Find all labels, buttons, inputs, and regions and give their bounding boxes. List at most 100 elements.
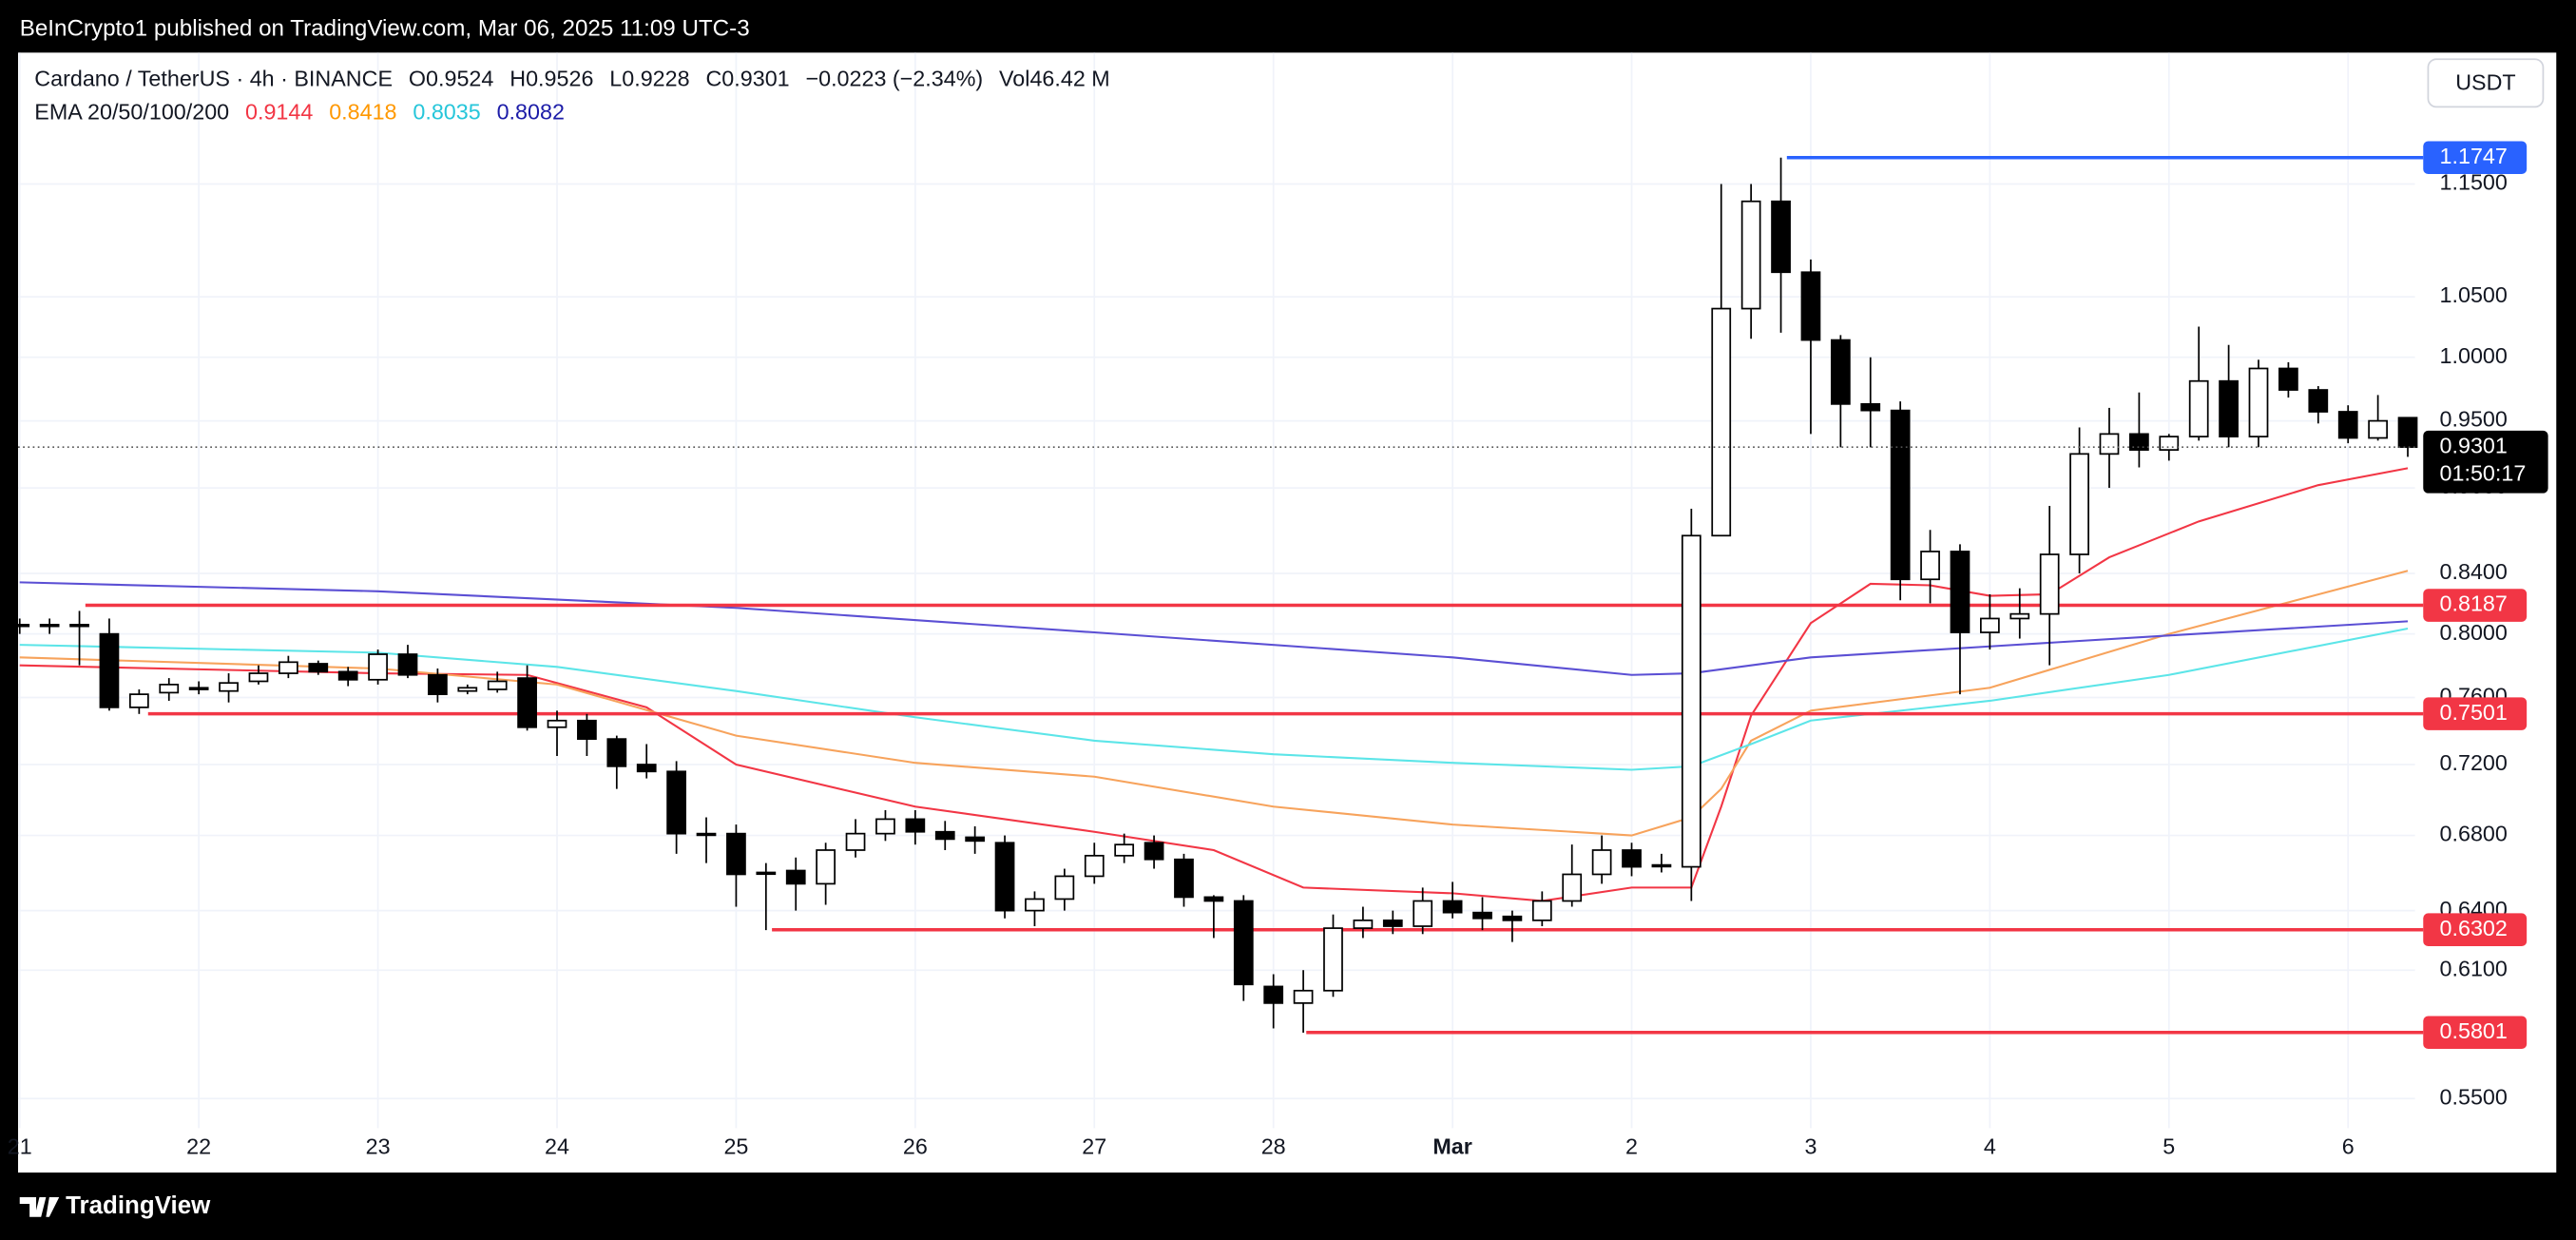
brand-logo: TradingView xyxy=(19,1192,211,1219)
candle-body xyxy=(1800,271,1821,341)
candle-body xyxy=(1830,339,1851,405)
candle-body xyxy=(487,680,508,690)
candle-body xyxy=(1711,307,1732,537)
candle-body xyxy=(696,832,717,837)
candle-body xyxy=(1114,843,1135,857)
level-label-bg xyxy=(2423,589,2528,622)
y-tick-label: 0.5500 xyxy=(2440,1084,2508,1109)
ema-label: EMA 20/50/100/200 xyxy=(34,99,229,124)
candle-body xyxy=(875,818,895,835)
candle-body xyxy=(726,832,746,876)
candle-body xyxy=(1890,409,1911,581)
candle-body xyxy=(905,818,926,833)
legend-ema: EMA 20/50/100/200 0.9144 0.8418 0.8035 0… xyxy=(34,99,565,124)
level-label-bg xyxy=(2423,141,2528,175)
candle-body xyxy=(337,670,358,681)
candle-body xyxy=(785,869,806,885)
candle-body xyxy=(1740,200,1761,310)
candle-body xyxy=(965,836,986,843)
y-tick-label: 0.9500 xyxy=(2440,407,2508,432)
level-label: 0.8187 xyxy=(2440,591,2508,616)
level-label: 1.1747 xyxy=(2440,144,2508,168)
candle-body xyxy=(1980,617,2000,633)
candle-body xyxy=(816,849,836,885)
x-tick-label: 4 xyxy=(1984,1133,1996,1158)
candle-body xyxy=(99,632,120,708)
candle-body xyxy=(368,653,388,681)
candle-body xyxy=(1442,900,1463,914)
candle-body xyxy=(428,673,448,695)
x-tick-label: 27 xyxy=(1082,1133,1106,1158)
candle-body xyxy=(606,738,627,767)
candle-body xyxy=(1054,875,1075,901)
x-tick-label: 6 xyxy=(2342,1133,2355,1158)
ohlc-prefix: L xyxy=(609,67,622,91)
candle-body xyxy=(188,687,209,690)
ema-line xyxy=(19,627,2409,771)
price-label-bg xyxy=(2423,430,2548,494)
level-label: 0.6302 xyxy=(2440,916,2508,940)
candle-body xyxy=(1353,919,1374,929)
ema-value: 0.8418 xyxy=(329,99,396,124)
ohlc-prefix: H xyxy=(509,67,526,91)
countdown: 01:50:17 xyxy=(2440,461,2527,486)
candle-body xyxy=(2009,612,2030,620)
x-tick-label: 3 xyxy=(1804,1133,1817,1158)
candle-body xyxy=(397,653,418,676)
x-tick-label: 21 xyxy=(8,1133,32,1158)
ema-value: 0.8082 xyxy=(497,99,565,124)
candle-body xyxy=(1920,551,1940,581)
ohlc-value: 0.9228 xyxy=(622,67,689,91)
candle-body xyxy=(1233,900,1254,986)
currency[interactable]: USDT xyxy=(2455,69,2515,94)
candle-body xyxy=(1293,989,1314,1004)
ohlc-prefix: C xyxy=(705,67,721,91)
candle-body xyxy=(1531,900,1552,921)
level-label: 0.5801 xyxy=(2440,1018,2508,1043)
candle-body xyxy=(1472,911,1492,920)
candle-body xyxy=(1622,849,1642,868)
candle-body xyxy=(2397,417,2418,449)
level-label: 0.7501 xyxy=(2440,700,2508,725)
candle-body xyxy=(1084,854,1105,878)
candle-body xyxy=(547,719,567,728)
candle-body xyxy=(1771,200,1791,274)
x-tick-label: 28 xyxy=(1261,1133,1286,1158)
candle-body xyxy=(1413,900,1433,927)
candle-body xyxy=(2337,411,2358,439)
ohlc-prefix: O xyxy=(409,67,426,91)
ema-value: 0.8035 xyxy=(413,99,480,124)
legend-symbol: Cardano / TetherUS · 4h · BINANCE O0.952… xyxy=(34,67,1109,91)
candle-body xyxy=(1591,849,1612,876)
y-tick-label: 1.0000 xyxy=(2440,343,2508,368)
candle-body xyxy=(219,682,239,692)
candle-body xyxy=(279,661,298,674)
candle-body xyxy=(2278,367,2298,391)
candle-body xyxy=(1950,551,1970,633)
candle-body xyxy=(2248,367,2269,438)
currency-button[interactable] xyxy=(2427,58,2545,108)
candle-body xyxy=(1203,896,1224,902)
level-label-bg xyxy=(2423,913,2528,947)
logo-icon xyxy=(19,1197,60,1217)
candle-body xyxy=(1144,842,1164,861)
y-tick-label: 1.0500 xyxy=(2440,282,2508,307)
candle-body xyxy=(10,624,30,628)
x-tick-label: 24 xyxy=(545,1133,569,1158)
candle-body xyxy=(2368,419,2388,439)
candle-body xyxy=(2129,433,2149,451)
candle-body xyxy=(2039,553,2060,615)
candle-body xyxy=(159,684,180,694)
symbol: Cardano / TetherUS · 4h · BINANCE xyxy=(34,67,393,91)
level-label-bg xyxy=(2423,1016,2528,1050)
candle-body xyxy=(128,693,149,708)
grid xyxy=(18,52,2415,1129)
candle-body xyxy=(2069,453,2089,555)
x-tick-label: 5 xyxy=(2163,1133,2175,1158)
candle-body xyxy=(577,719,597,741)
candle-body xyxy=(1651,863,1672,868)
candle-body xyxy=(2219,379,2239,438)
candle-body xyxy=(1681,534,1701,868)
